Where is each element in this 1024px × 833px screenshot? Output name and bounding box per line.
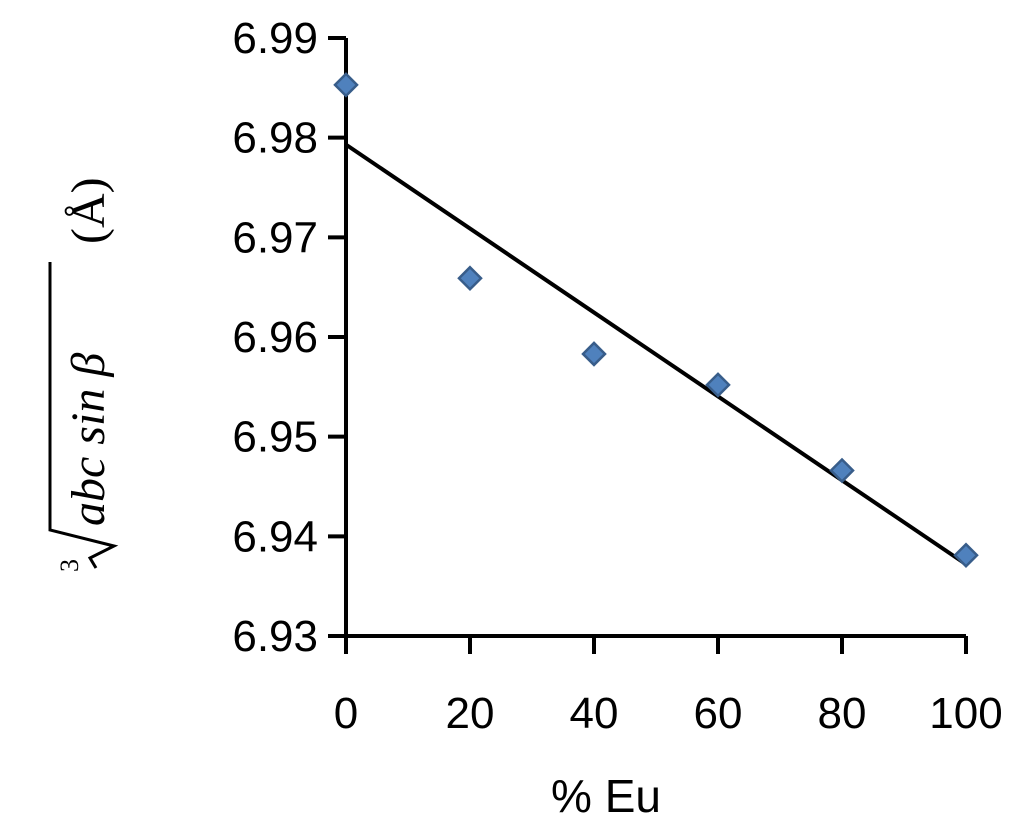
data-point bbox=[457, 265, 483, 291]
y-tick-label: 6.99 bbox=[232, 14, 318, 63]
y-axis-root-index: 3 bbox=[55, 559, 84, 572]
x-tick-label: 60 bbox=[694, 689, 743, 738]
y-axis-radicand-text: abc sin β bbox=[62, 353, 115, 526]
y-tick-label: 6.94 bbox=[232, 512, 318, 561]
y-tick-label: 6.98 bbox=[232, 114, 318, 163]
x-tick-label: 0 bbox=[334, 689, 358, 738]
data-point bbox=[829, 457, 855, 484]
trendline bbox=[344, 142, 968, 566]
y-tick-label: 6.96 bbox=[232, 313, 318, 362]
plot-area: 6.93 6.94 6.95 6.96 6.97 6.98 6.99 0 20 40 60 80 100 bbox=[232, 14, 1002, 738]
x-tick-label: 40 bbox=[570, 689, 619, 738]
y-tick-label: 6.95 bbox=[232, 413, 318, 462]
y-axis-title: 3 abc sin β (Å) bbox=[48, 177, 119, 572]
x-axis-title: % Eu bbox=[551, 770, 661, 822]
x-tick-label: 20 bbox=[446, 689, 495, 738]
y-axis-radicand: abc sin β bbox=[62, 353, 115, 526]
data-point bbox=[705, 372, 731, 398]
data-point bbox=[581, 341, 607, 367]
x-tick-label: 80 bbox=[818, 689, 867, 738]
y-tick-label: 6.93 bbox=[232, 612, 318, 661]
y-axis-radical-sign bbox=[48, 262, 119, 569]
data-point bbox=[333, 72, 359, 98]
y-tick-label: 6.97 bbox=[232, 213, 318, 262]
data-point bbox=[953, 542, 979, 569]
x-tick-label: 100 bbox=[929, 689, 1002, 738]
y-axis-unit: (Å) bbox=[62, 177, 115, 244]
